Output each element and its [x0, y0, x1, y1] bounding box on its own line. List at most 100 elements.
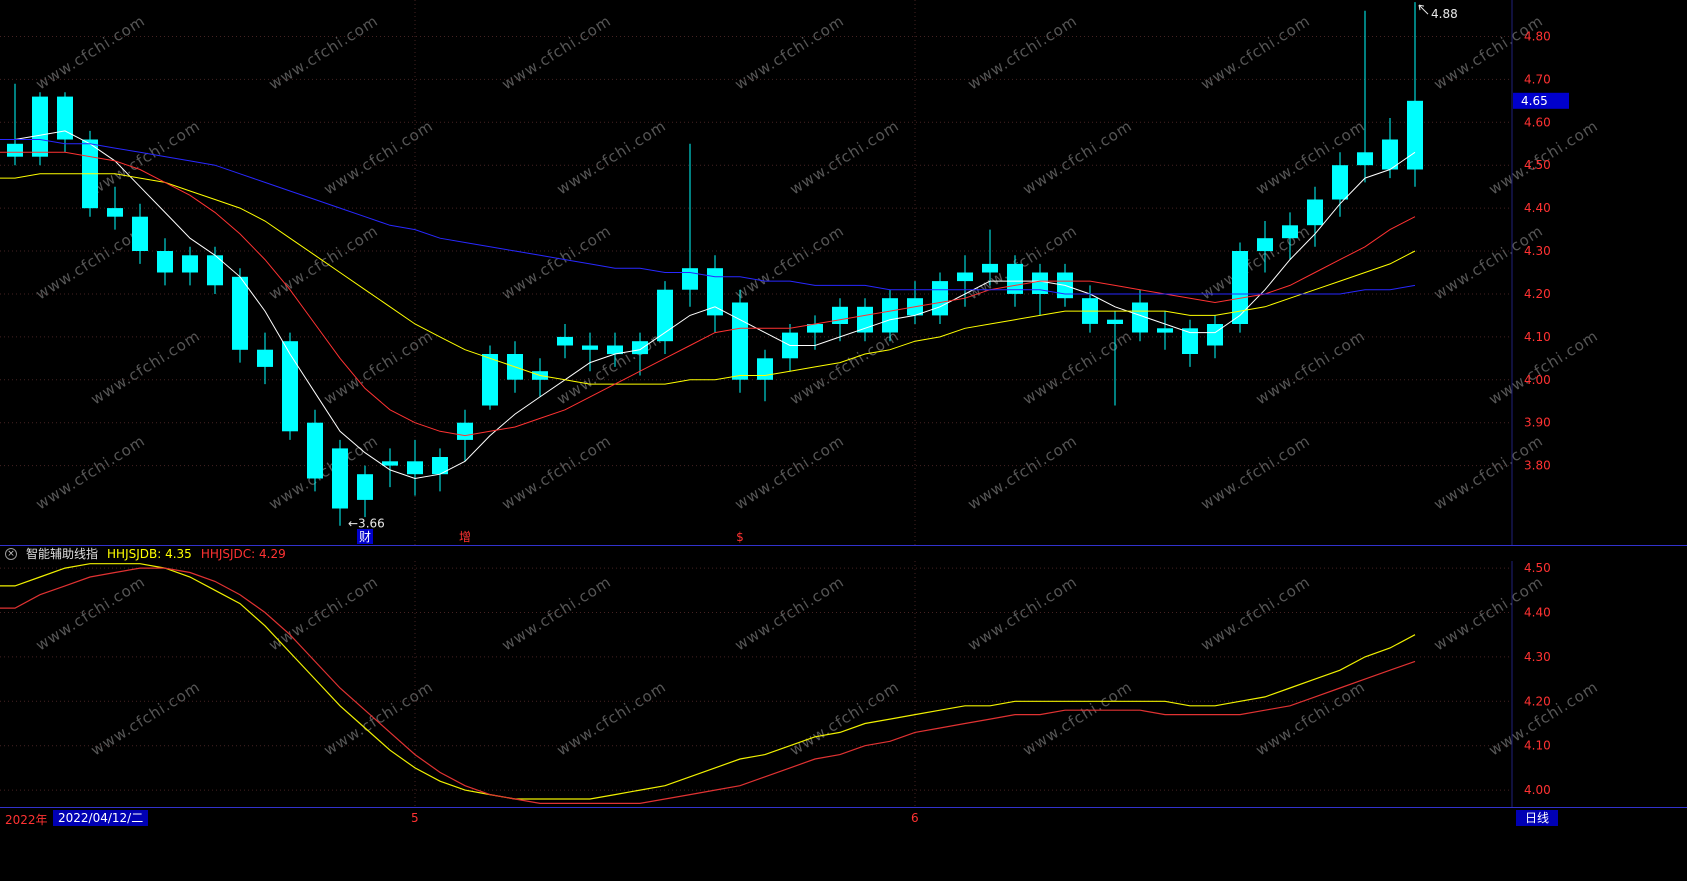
candle[interactable]: [657, 281, 673, 354]
candle[interactable]: [1332, 152, 1348, 217]
candle[interactable]: [432, 448, 448, 492]
y-axis-label: 4.70: [1524, 72, 1551, 86]
watermark: www.cfchi.com: [732, 573, 848, 655]
candle[interactable]: [1207, 315, 1223, 359]
candle[interactable]: [1282, 212, 1298, 260]
watermark: www.cfchi.com: [732, 12, 848, 94]
y-axis-label: 4.40: [1524, 606, 1551, 620]
date-axis-bar: 2022年 2022/04/12/二 日线 5 6: [0, 807, 1687, 827]
watermark: www.cfchi.com: [1020, 117, 1136, 199]
month-label: 6: [911, 811, 919, 825]
candle[interactable]: [1157, 311, 1173, 350]
y-axis-label: 4.40: [1524, 201, 1551, 215]
watermark: www.cfchi.com: [266, 432, 382, 514]
event-marker-dividend[interactable]: $: [736, 530, 744, 544]
watermark: www.cfchi.com: [554, 117, 670, 199]
watermark: www.cfchi.com: [499, 222, 615, 304]
y-axis-label: 4.30: [1524, 244, 1551, 258]
period-selector[interactable]: 日线: [1516, 810, 1559, 826]
candle[interactable]: [407, 439, 423, 496]
watermark: www.cfchi.com: [1020, 327, 1136, 409]
high-arrow: [1418, 4, 1429, 15]
candle[interactable]: [582, 332, 598, 372]
candle[interactable]: [357, 465, 373, 518]
year-label: 2022年: [5, 813, 48, 827]
watermark: www.cfchi.com: [787, 327, 903, 409]
ma-red-line: [0, 151, 1416, 437]
candle[interactable]: [7, 83, 23, 166]
candle[interactable]: [907, 281, 923, 324]
watermark: www.cfchi.com: [965, 12, 1081, 94]
candle[interactable]: [682, 143, 698, 307]
indicator-panel-header: × 智能辅助线指 HHJSJDB: 4.35 HHJSJDC: 4.29: [0, 545, 1687, 561]
candle[interactable]: [182, 246, 198, 286]
candle[interactable]: [857, 298, 873, 342]
candle[interactable]: [332, 439, 348, 526]
watermark: www.cfchi.com: [321, 117, 437, 199]
candle[interactable]: [982, 229, 998, 286]
candle[interactable]: [257, 332, 273, 385]
watermark: www.cfchi.com: [787, 678, 903, 760]
watermark: www.cfchi.com: [499, 573, 615, 655]
candle[interactable]: [607, 332, 623, 367]
candle[interactable]: [782, 324, 798, 372]
candle[interactable]: [1357, 10, 1373, 183]
candle[interactable]: [207, 246, 223, 294]
watermark: www.cfchi.com: [499, 12, 615, 94]
candle[interactable]: [707, 255, 723, 333]
candle[interactable]: [1257, 221, 1273, 273]
candle[interactable]: [807, 315, 823, 350]
candle[interactable]: [1307, 186, 1323, 247]
main-candlestick-chart[interactable]: www.cfchi.com www.cfchi.com www.cfchi.com w…: [0, 0, 1687, 545]
hhjsjdb-line: [0, 563, 1416, 800]
candle[interactable]: [1382, 118, 1398, 179]
candle[interactable]: [532, 358, 548, 397]
y-axis-label: 3.80: [1524, 459, 1551, 473]
event-marker-zeng[interactable]: 增: [459, 530, 471, 544]
y-axis-label: 4.10: [1524, 330, 1551, 344]
candle[interactable]: [482, 345, 498, 410]
svg-text:$: $: [736, 530, 744, 544]
watermark: www.cfchi.com: [33, 432, 149, 514]
candle[interactable]: [732, 289, 748, 393]
watermark: www.cfchi.com: [33, 12, 149, 94]
candle[interactable]: [882, 289, 898, 342]
candle[interactable]: [307, 409, 323, 492]
candle[interactable]: [107, 186, 123, 230]
y-axis-label: 4.50: [1524, 561, 1551, 575]
indicator-line-chart[interactable]: www.cfchi.com www.cfchi.com www.cfchi.com w…: [0, 561, 1687, 807]
hhjsjdc-line: [0, 567, 1416, 804]
candle[interactable]: [132, 203, 148, 264]
candle[interactable]: [32, 92, 48, 166]
y-axis-label: 4.60: [1524, 115, 1551, 129]
candle[interactable]: [232, 268, 248, 363]
candle[interactable]: [1232, 242, 1248, 333]
watermark: www.cfchi.com: [1253, 117, 1369, 199]
y-axis-label: 4.20: [1524, 694, 1551, 708]
candle[interactable]: [1182, 319, 1198, 367]
last-price-tag-text: 4.65: [1521, 94, 1548, 108]
candle[interactable]: [157, 238, 173, 286]
watermark: www.cfchi.com: [1020, 678, 1136, 760]
candle[interactable]: [1407, 2, 1423, 187]
y-axis-label: 4.30: [1524, 650, 1551, 664]
y-axis-label: 4.50: [1524, 158, 1551, 172]
candle[interactable]: [1107, 311, 1123, 406]
selected-date-chip: 2022/04/12/二: [53, 810, 149, 826]
candle[interactable]: [57, 92, 73, 153]
ma-blue-line: [0, 139, 1416, 295]
candle[interactable]: [382, 448, 398, 488]
indicator-close-icon[interactable]: ×: [5, 547, 17, 560]
indicator-value-hhjsjdc: HHJSJDC: 4.29: [200, 546, 286, 561]
watermark: www.cfchi.com: [1198, 432, 1314, 514]
candle[interactable]: [932, 272, 948, 325]
watermark: www.cfchi.com: [33, 573, 149, 655]
candle[interactable]: [282, 332, 298, 440]
candle[interactable]: [557, 324, 573, 359]
ma-white-line: [0, 130, 1416, 480]
event-marker-cai[interactable]: 财: [357, 529, 373, 544]
watermark: www.cfchi.com: [787, 117, 903, 199]
ma-yellow-line: [0, 173, 1416, 385]
y-axis-label: 4.10: [1524, 739, 1551, 753]
